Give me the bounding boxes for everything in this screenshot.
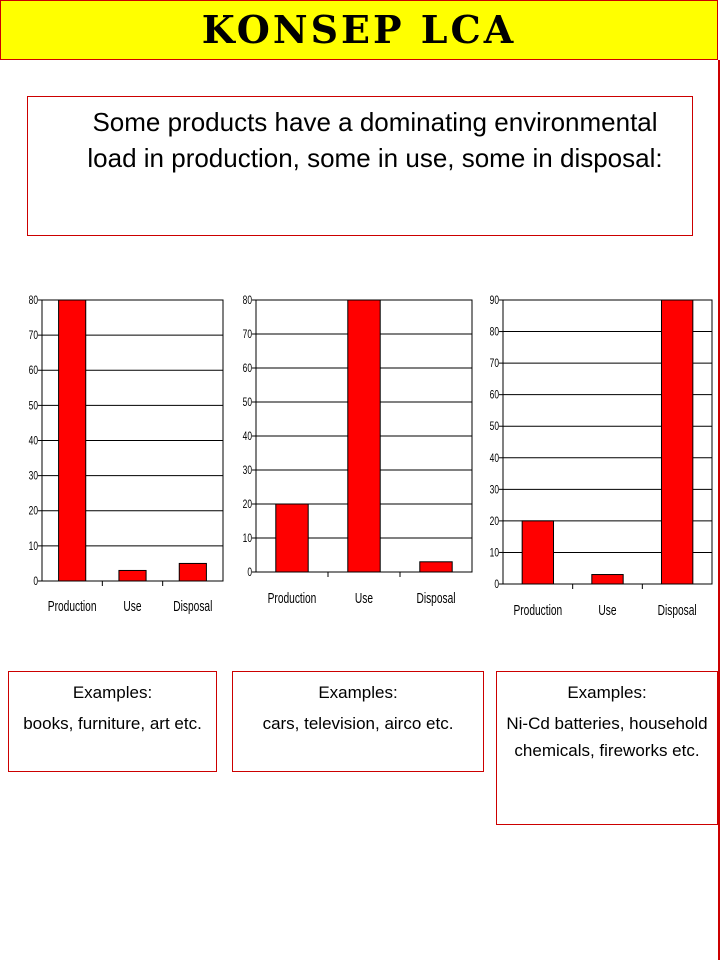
y-tick-label: 10	[490, 547, 500, 560]
bar	[178, 562, 207, 582]
y-tick-label: 60	[243, 363, 253, 376]
y-tick-label: 30	[29, 470, 39, 483]
examples-box-production: Examples: books, furniture, art etc.	[8, 671, 217, 772]
y-tick-label: 30	[243, 465, 253, 478]
x-tick-label: Production	[513, 601, 562, 619]
examples-heading: Examples:	[567, 683, 647, 702]
y-tick-label: 20	[29, 505, 39, 518]
y-tick-label: 0	[494, 579, 499, 592]
y-tick-label: 50	[490, 421, 500, 434]
y-tick-label: 40	[29, 435, 39, 448]
y-tick-label: 80	[243, 295, 253, 308]
y-tick-label: 70	[243, 329, 253, 342]
y-tick-label: 50	[243, 397, 253, 410]
examples-text: cars, television, airco etc.	[262, 714, 454, 733]
examples-heading: Examples:	[72, 683, 153, 702]
y-tick-label: 0	[33, 576, 38, 589]
x-tick-label: Disposal	[173, 597, 212, 615]
bar	[275, 503, 309, 573]
examples-box-disposal: Examples: Ni-Cd batteries, household che…	[496, 671, 718, 825]
x-tick-label: Production	[48, 597, 97, 615]
title-banner: KONSEP LCA	[0, 0, 718, 60]
y-tick-label: 40	[243, 431, 253, 444]
examples-box-use: Examples: cars, television, airco etc.	[232, 671, 484, 772]
x-tick-label: Use	[355, 589, 373, 607]
bar	[419, 561, 453, 573]
x-tick-label: Production	[268, 589, 317, 607]
page-title: KONSEP LCA	[201, 7, 517, 52]
x-tick-label: Use	[598, 601, 616, 619]
examples-heading: Examples:	[318, 683, 398, 702]
y-tick-label: 80	[29, 295, 39, 308]
charts-area: 0 10 20 30 40 50 60 70 80 Production Use Disposal 0 1…	[29, 295, 713, 619]
y-tick-label: 50	[29, 400, 39, 413]
y-tick-label: 20	[490, 516, 500, 529]
bar	[58, 299, 87, 582]
examples-text: Ni-Cd batteries, household chemicals, fi…	[506, 714, 708, 760]
bar	[347, 299, 381, 573]
y-tick-label: 60	[29, 365, 39, 378]
intro-box: Some products have a dominating environm…	[27, 96, 693, 236]
bar	[660, 299, 694, 585]
y-tick-label: 10	[243, 533, 253, 546]
bar	[521, 520, 555, 585]
examples-text: books, furniture, art etc.	[23, 714, 202, 733]
y-tick-label: 90	[490, 295, 500, 308]
x-tick-label: Disposal	[658, 601, 697, 619]
y-tick-label: 0	[247, 567, 252, 580]
bar	[591, 574, 624, 585]
intro-text: Some products have a dominating environm…	[87, 107, 663, 173]
x-tick-label: Disposal	[416, 589, 455, 607]
y-tick-label: 70	[29, 330, 39, 343]
x-tick-label: Use	[123, 597, 141, 615]
y-tick-label: 60	[490, 389, 500, 402]
y-tick-label: 20	[243, 499, 253, 512]
y-tick-label: 30	[490, 484, 500, 497]
y-tick-label: 10	[29, 541, 39, 554]
y-tick-label: 70	[490, 358, 500, 371]
y-tick-label: 80	[490, 326, 500, 339]
y-tick-label: 40	[490, 453, 500, 466]
bar	[118, 569, 147, 582]
right-border-rule	[718, 60, 720, 960]
